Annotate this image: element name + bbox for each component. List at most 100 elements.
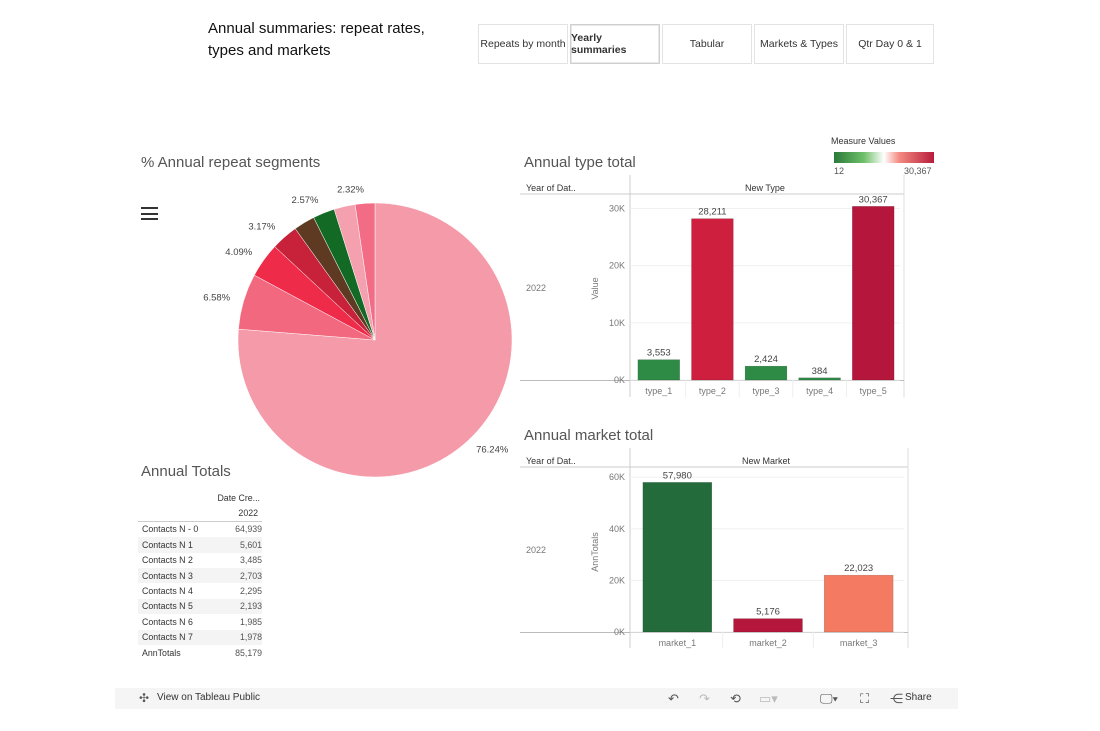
share-button[interactable]: Share xyxy=(905,692,932,703)
x-tick-label: market_2 xyxy=(749,638,787,648)
table-row[interactable]: Contacts N - 0 64,939 xyxy=(138,522,262,537)
tab-yearly-summaries[interactable]: Yearly summaries xyxy=(570,24,660,64)
y-tick-label: 20K xyxy=(609,261,625,271)
row-value: 2,295 xyxy=(239,586,262,597)
table-row[interactable]: Contacts N 2 3,485 xyxy=(138,553,262,568)
pie-slice-label: 3.17% xyxy=(248,222,275,233)
y-tick-label: 0K xyxy=(614,375,625,385)
table-header: Date Cre... xyxy=(138,490,262,505)
menu-icon[interactable] xyxy=(141,207,158,220)
bar[interactable] xyxy=(852,206,895,381)
y-axis-title: AnnTotals xyxy=(590,532,600,572)
market-chart-col-header: New Market xyxy=(742,456,791,466)
y-tick-label: 10K xyxy=(609,318,625,328)
table-row[interactable]: Contacts N 5 2,193 xyxy=(138,598,262,615)
row-value: 2,703 xyxy=(239,570,262,581)
y-tick-label: 30K xyxy=(609,203,625,213)
x-tick-label: type_1 xyxy=(645,386,672,396)
type-chart-row-header: Year of Dat.. xyxy=(526,183,576,193)
redo-icon[interactable]: ↷ xyxy=(699,691,710,706)
y-tick-label: 40K xyxy=(609,524,625,534)
tab-bar: Repeats by month Yearly summaries Tabula… xyxy=(478,24,934,64)
pie-slice[interactable] xyxy=(354,202,376,341)
pie-chart[interactable]: 76.24% 6.58% 4.09% 3.17% 2.57% 2.32% xyxy=(200,185,530,485)
totals-table: Date Cre... 2022 Contacts N - 0 64,939 Con… xyxy=(138,490,262,660)
pie-slice-label: 76.24% xyxy=(476,444,509,455)
legend-max: 30,367 xyxy=(904,166,932,176)
tableau-toolbar: ✣ View on Tableau Public ↶ ↷ ⟲ ▭▾ 🖵▾ ⛶ ⋲… xyxy=(115,688,958,709)
x-tick-label: type_5 xyxy=(860,386,887,396)
revert-icon[interactable]: ⟲ xyxy=(730,691,741,706)
pie-slice[interactable] xyxy=(237,202,513,478)
type-bar-chart[interactable]: Value 30K 20K 10K 0K 3,553 type_1 28,211 type_2 2… xyxy=(520,175,920,400)
bar-value-label: 2,424 xyxy=(754,354,778,365)
y-tick-label: 60K xyxy=(609,472,625,482)
tab-tabular[interactable]: Tabular xyxy=(662,24,752,64)
legend-color-scale xyxy=(834,152,934,163)
totals-title: Annual Totals xyxy=(141,463,231,480)
market-bar-chart[interactable]: AnnTotals 60K 40K 20K 0K 57,980 market_1 5,176 m… xyxy=(520,448,920,653)
market-chart-title: Annual market total xyxy=(524,427,654,444)
y-tick-label: 20K xyxy=(609,575,625,585)
bar-value-label: 22,023 xyxy=(844,563,873,574)
y-tick-label: 0K xyxy=(614,627,625,637)
download-icon[interactable]: 🖵▾ xyxy=(820,691,838,706)
fullscreen-icon[interactable]: ⛶ xyxy=(860,691,870,706)
table-row[interactable]: Contacts N 6 1,985 xyxy=(138,614,262,629)
row-label: Contacts N 7 xyxy=(142,632,193,643)
pie-title: % Annual repeat segments xyxy=(141,154,321,171)
table-row[interactable]: Contacts N 7 1,978 xyxy=(138,629,262,645)
share-icon[interactable]: ⋲ xyxy=(890,691,903,706)
legend-title: Measure Values xyxy=(831,136,896,146)
bar[interactable] xyxy=(798,377,841,381)
row-value: 1,985 xyxy=(239,616,262,627)
tab-qtr-day[interactable]: Qtr Day 0 & 1 xyxy=(846,24,934,64)
bar-value-label: 3,553 xyxy=(647,348,671,359)
market-chart-year: 2022 xyxy=(526,545,547,555)
row-value: 1,978 xyxy=(239,632,262,643)
type-chart-title: Annual type total xyxy=(524,154,636,171)
bar-value-label: 30,367 xyxy=(859,194,888,205)
tab-repeats-by-month[interactable]: Repeats by month xyxy=(478,24,568,64)
table-year-header: 2022 xyxy=(138,505,262,522)
table-row[interactable]: Contacts N 3 2,703 xyxy=(138,567,262,584)
row-value: 3,485 xyxy=(239,555,262,566)
row-label: Contacts N 6 xyxy=(142,616,193,627)
table-row[interactable]: Contacts N 1 5,601 xyxy=(138,537,262,553)
bar[interactable] xyxy=(637,359,680,381)
x-tick-label: type_3 xyxy=(752,386,779,396)
row-value: 64,939 xyxy=(235,524,262,535)
type-chart-year: 2022 xyxy=(526,283,547,293)
row-value: 5,601 xyxy=(239,539,262,550)
row-label: Contacts N 5 xyxy=(142,601,193,612)
bar-value-label: 5,176 xyxy=(756,607,780,618)
bar[interactable] xyxy=(733,618,803,633)
market-chart-row-header: Year of Dat.. xyxy=(526,456,576,466)
bar[interactable] xyxy=(823,574,894,633)
x-tick-label: market_3 xyxy=(840,638,878,648)
table-row[interactable]: Contacts N 4 2,295 xyxy=(138,583,262,598)
x-tick-label: type_4 xyxy=(806,386,833,396)
bar-value-label: 384 xyxy=(812,366,828,377)
row-label: Contacts N 3 xyxy=(142,570,193,581)
bar[interactable] xyxy=(642,482,713,633)
table-row[interactable]: AnnTotals 85,179 xyxy=(138,645,262,660)
row-label: Contacts N 4 xyxy=(142,586,193,597)
row-label: Contacts N 2 xyxy=(142,555,193,566)
dashboard-title: Annual summaries: repeat rates, types an… xyxy=(208,20,425,59)
table-year: 2022 xyxy=(238,508,258,519)
tab-markets-types[interactable]: Markets & Types xyxy=(754,24,844,64)
table-col-header: Date Cre... xyxy=(217,492,260,503)
undo-icon[interactable]: ↶ xyxy=(668,691,679,706)
row-value: 2,193 xyxy=(239,601,262,612)
x-tick-label: type_2 xyxy=(699,386,726,396)
refresh-icon[interactable]: ▭▾ xyxy=(759,691,778,706)
x-tick-label: market_1 xyxy=(659,638,697,648)
pie-slice-label: 2.32% xyxy=(337,185,364,195)
bar[interactable] xyxy=(744,365,788,381)
bar[interactable] xyxy=(691,218,734,381)
pie-slice-label: 2.57% xyxy=(292,195,319,206)
row-label: Contacts N - 0 xyxy=(142,524,199,535)
view-on-tableau-link[interactable]: View on Tableau Public xyxy=(157,692,261,703)
row-label: AnnTotals xyxy=(142,647,181,658)
